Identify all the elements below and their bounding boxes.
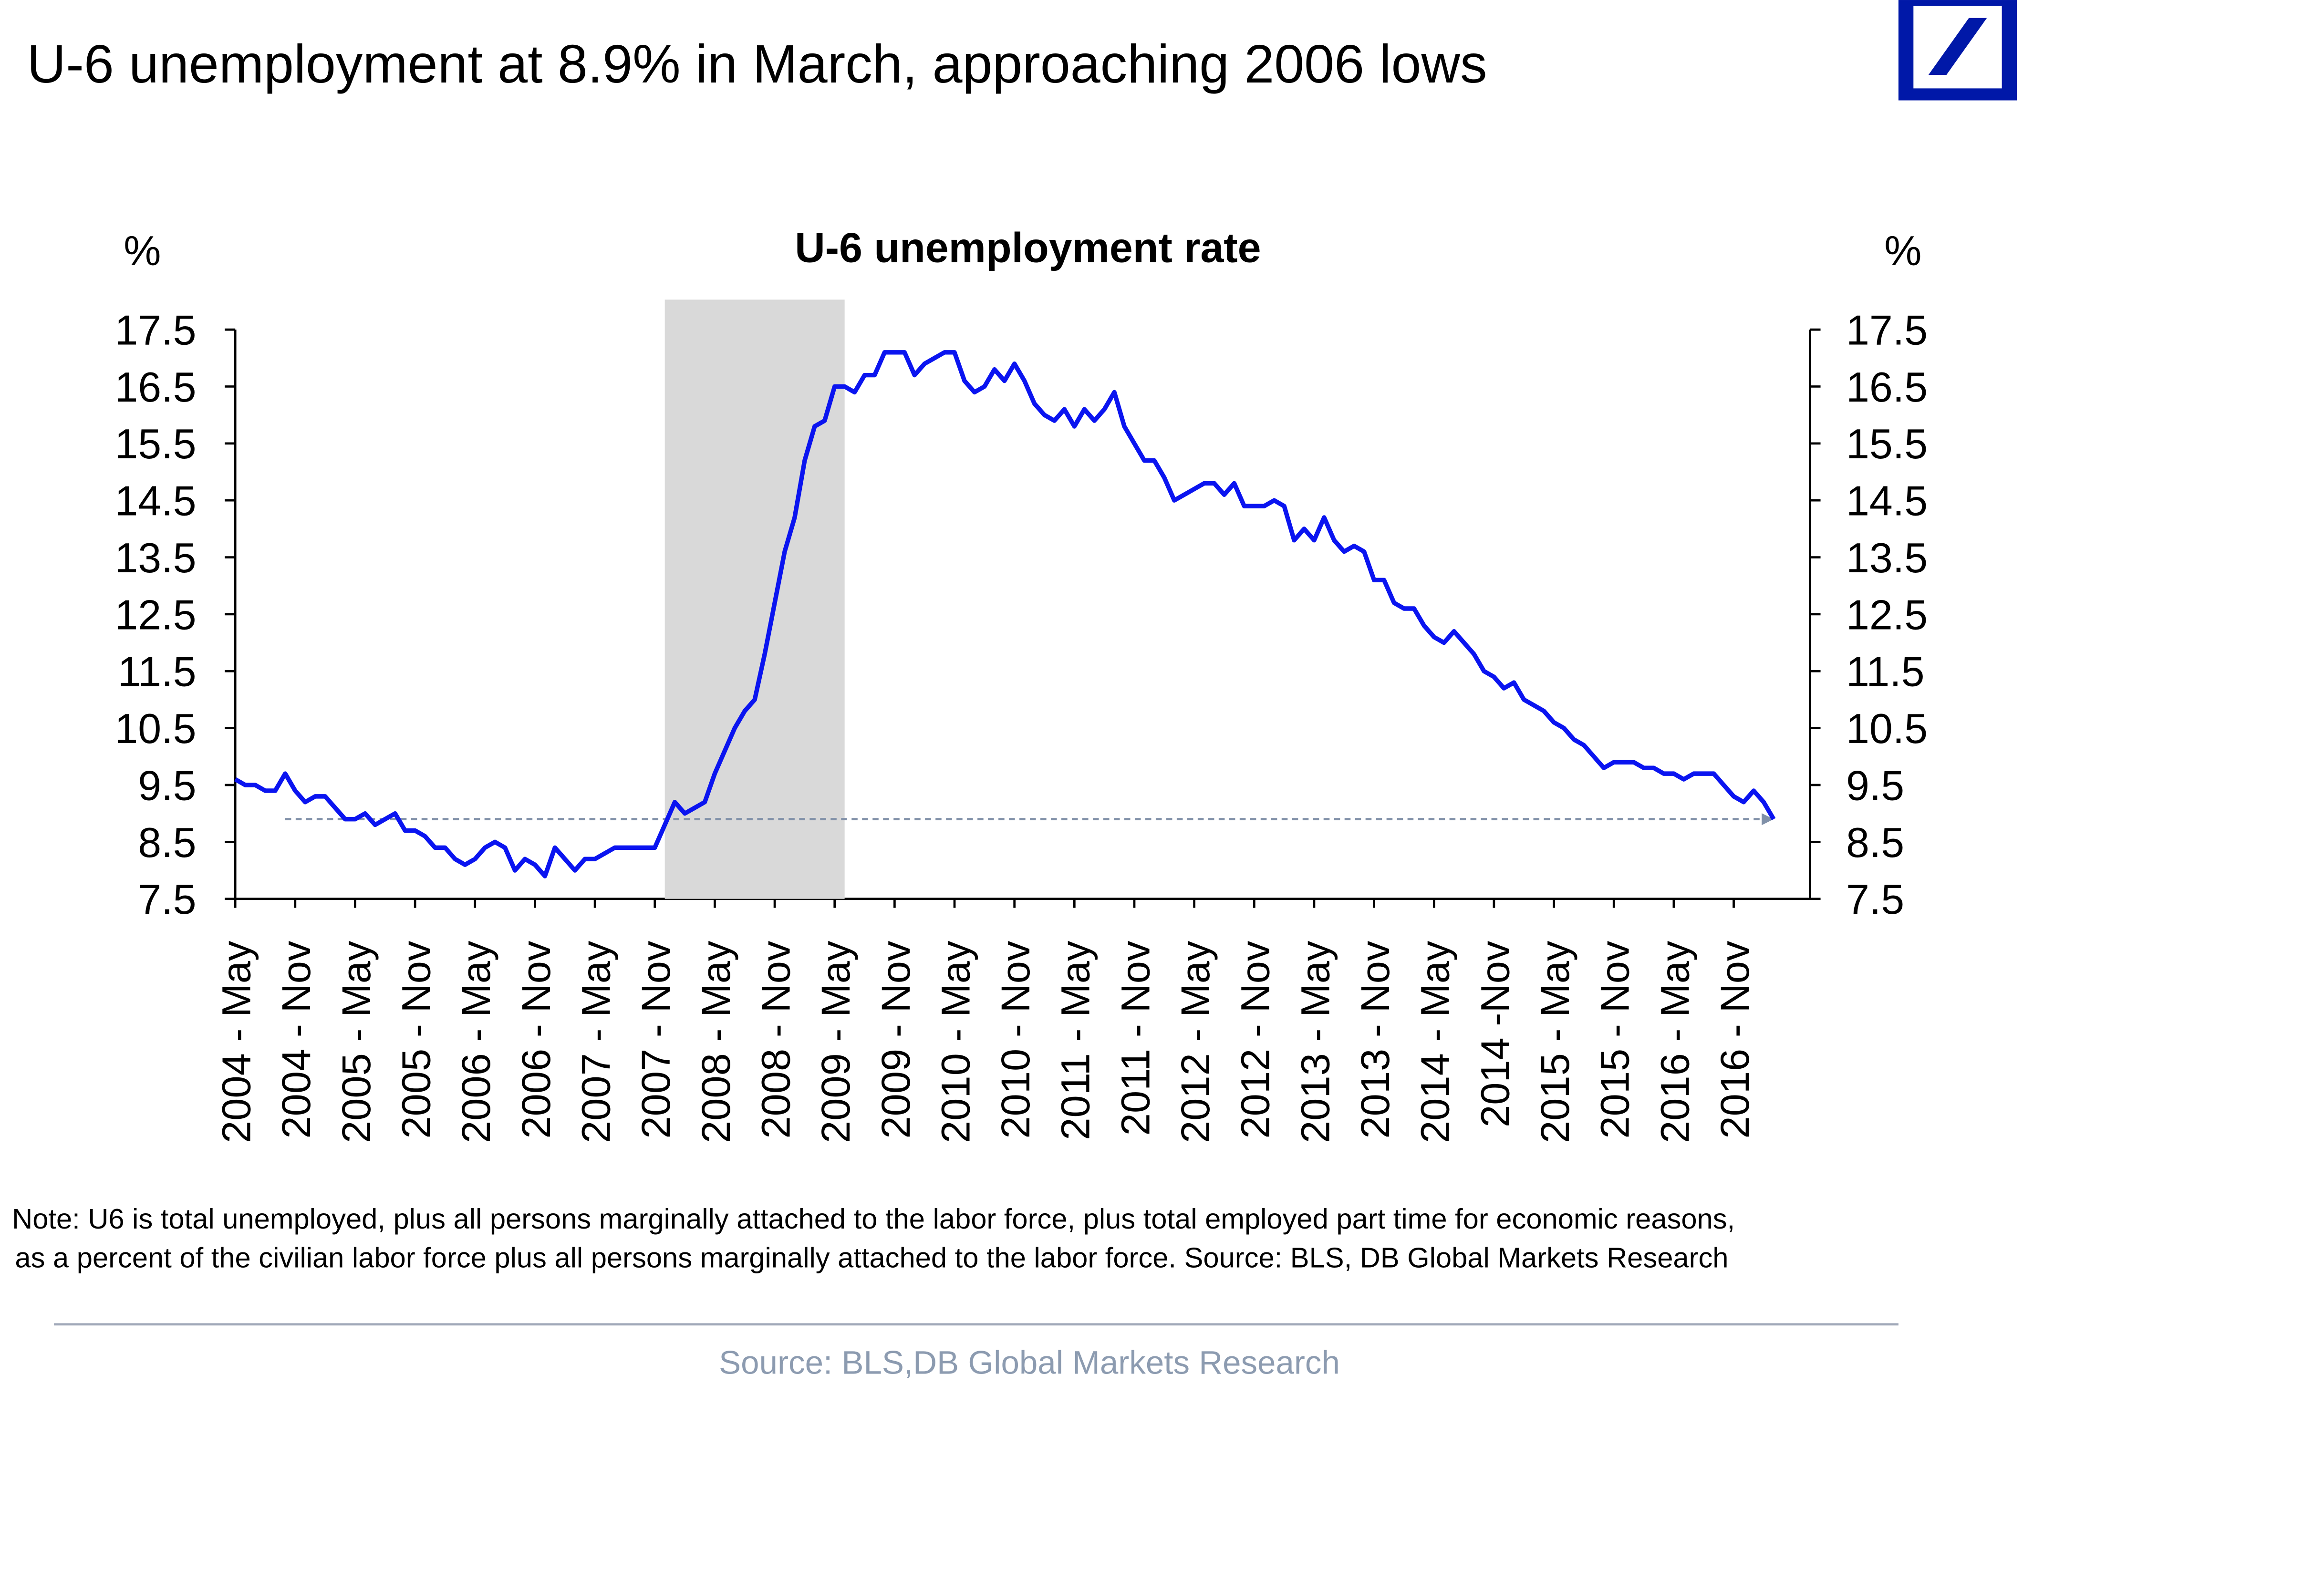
x-tick-label: 2014 - May [1412, 940, 1458, 1143]
y2-tick-label: 13.5 [1846, 534, 1928, 581]
recession-shade [664, 300, 845, 899]
x-tick-label: 2007 - May [573, 940, 619, 1143]
x-tick-label: 2012 - Nov [1233, 940, 1278, 1138]
chart-title: U-6 unemployment rate [795, 224, 1261, 271]
x-tick-label: 2005 - May [333, 940, 379, 1143]
y2-tick-label: 7.5 [1846, 876, 1904, 923]
logo [1898, 0, 2017, 101]
x-tick-label: 2011 - Nov [1112, 940, 1158, 1136]
y-tick-label: 12.5 [114, 591, 196, 638]
x-tick-label: 2014 -Nov [1472, 940, 1517, 1127]
x-tick-label: 2009 - Nov [873, 940, 918, 1138]
y-tick-label: 15.5 [114, 420, 196, 467]
x-tick-label: 2006 - Nov [513, 940, 559, 1138]
x-tick-label: 2012 - May [1172, 940, 1218, 1143]
page-title: U-6 unemployment at 8.9% in March, appro… [27, 34, 1487, 94]
y-tick-label: 9.5 [138, 762, 196, 809]
x-tick-label: 2015 - May [1532, 940, 1577, 1143]
y2-tick-label: 8.5 [1846, 819, 1904, 866]
y-tick-label: 8.5 [138, 819, 196, 866]
y-tick-label: 11.5 [118, 648, 197, 695]
y2-tick-label: 11.5 [1846, 648, 1925, 695]
data-line [234, 350, 1776, 878]
y-tick-label: 13.5 [114, 534, 196, 581]
x-tick-label: 2015 - Nov [1592, 940, 1638, 1138]
x-tick-label: 2008 - Nov [753, 940, 798, 1138]
x-tick-label: 2013 - May [1292, 940, 1338, 1143]
y2-tick-label: 12.5 [1846, 591, 1928, 638]
source: Source: BLS,DB Global Markets Research [719, 1344, 1340, 1381]
x-tick-label: 2011 - May [1053, 940, 1098, 1140]
x-tick-label: 2006 - May [453, 940, 498, 1143]
x-tick-label: 2005 - Nov [394, 940, 439, 1138]
x-tick-label: 2010 - Nov [993, 940, 1038, 1138]
note-line: as a percent of the civilian labor force… [15, 1241, 1728, 1273]
y-tick-label: 16.5 [114, 363, 196, 411]
y-axis-label: % [124, 227, 161, 274]
x-tick-label: 2004 - Nov [273, 940, 319, 1138]
x-tick-label: 2008 - May [693, 940, 738, 1143]
x-tick-label: 2004 - May [214, 940, 259, 1143]
x-tick-label: 2013 - Nov [1352, 940, 1398, 1138]
x-tick-label: 2010 - May [933, 940, 978, 1143]
y-tick-label: 10.5 [114, 705, 196, 752]
y2-tick-label: 17.5 [1846, 306, 1928, 353]
y2-tick-label: 16.5 [1846, 363, 1928, 411]
x-tick-label: 2016 - May [1652, 940, 1697, 1143]
y2-tick-label: 10.5 [1846, 705, 1928, 752]
y2-axis-label: % [1884, 227, 1921, 274]
y-tick-label: 7.5 [138, 876, 196, 923]
y2-tick-label: 9.5 [1846, 762, 1904, 809]
y2-tick-label: 14.5 [1846, 477, 1928, 525]
x-tick-label: 2016 - Nov [1712, 940, 1757, 1138]
y2-tick-label: 15.5 [1846, 420, 1928, 467]
reference-arrow [1762, 813, 1774, 826]
x-tick-label: 2009 - May [813, 940, 858, 1143]
y-tick-label: 14.5 [114, 477, 196, 525]
note-line: Note: U6 is total unemployed, plus all p… [12, 1203, 1735, 1235]
x-tick-label: 2007 - Nov [633, 940, 678, 1138]
y-tick-label: 17.5 [114, 306, 196, 353]
